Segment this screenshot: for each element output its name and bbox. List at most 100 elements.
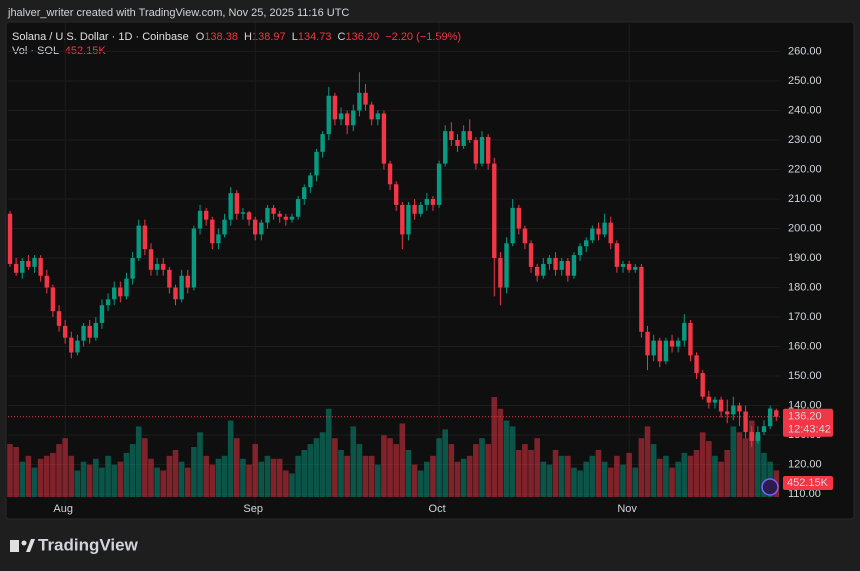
candle-body: [608, 222, 613, 244]
volume-bar: [215, 458, 222, 497]
volume-bar: [148, 458, 154, 497]
candle-body: [167, 269, 172, 288]
volume-bar: [135, 426, 142, 497]
price-tag: [783, 408, 833, 437]
candle-body: [338, 113, 344, 120]
volume-bar: [19, 461, 26, 497]
candle-body: [161, 263, 166, 270]
volume-bar: [276, 458, 283, 497]
candle-body: [344, 113, 350, 126]
candle-body: [320, 134, 325, 152]
candle-body: [234, 193, 240, 214]
candle-body: [479, 137, 485, 164]
volume-bar: [706, 441, 712, 497]
volume-bar: [656, 458, 663, 497]
volume-bar: [534, 438, 540, 497]
candle-body: [277, 213, 282, 217]
volume-bar: [546, 464, 553, 497]
candle-body: [461, 131, 466, 146]
x-tick-label: Aug: [53, 503, 73, 515]
volume-bar: [620, 464, 626, 497]
candle-body: [203, 210, 209, 220]
candle-body: [639, 266, 644, 332]
volume-bar: [240, 458, 246, 497]
candle-body: [363, 92, 368, 105]
volume-bar: [442, 429, 449, 497]
volume-bar: [509, 426, 516, 497]
volume-bar: [466, 455, 473, 497]
candle-body: [216, 234, 221, 244]
logo-mark: [26, 539, 35, 552]
volume-bar: [601, 461, 608, 497]
volume-bar: [644, 426, 651, 497]
volume-bar: [485, 444, 491, 497]
volume-bar: [301, 449, 308, 497]
candle-body: [50, 287, 56, 312]
candle-body: [626, 263, 632, 270]
volume-bar: [454, 461, 461, 497]
candle-body: [682, 322, 687, 341]
volume-bar: [515, 449, 522, 497]
candle-body: [93, 322, 99, 338]
volume-bar: [577, 470, 583, 497]
candle-body: [375, 113, 380, 120]
candle-body: [694, 355, 699, 374]
candle-body: [749, 432, 754, 441]
candle-body: [473, 140, 479, 164]
candle-body: [504, 243, 509, 288]
volume-bar: [381, 435, 387, 497]
candle-body: [737, 405, 742, 412]
candle-body: [44, 275, 49, 288]
candle-body: [559, 260, 564, 270]
candle-body: [492, 163, 497, 259]
candle-body: [485, 137, 491, 164]
y-tick-label: 180.00: [788, 281, 822, 293]
candle-body: [351, 110, 356, 126]
volume-bar: [31, 467, 38, 497]
candle-body: [69, 337, 74, 353]
volume-bar: [417, 470, 424, 497]
volume-bar: [74, 470, 81, 497]
volume-bar: [129, 444, 136, 497]
volume-bar: [172, 449, 179, 497]
y-tick-label: 160.00: [788, 340, 822, 352]
volume-bar: [558, 455, 565, 497]
volume-bar: [393, 444, 399, 497]
volume-bar: [142, 438, 148, 497]
volume-bar: [730, 426, 737, 497]
candle-body: [767, 408, 773, 427]
volume-value: 452.15K: [65, 45, 107, 57]
volume-bar: [203, 455, 209, 497]
candle-body: [528, 243, 534, 267]
volume-bar: [221, 455, 228, 497]
volume-bar: [7, 444, 13, 497]
candle-body: [743, 411, 748, 433]
candle-body: [651, 340, 656, 356]
candle-body: [718, 399, 724, 412]
volume-bar: [589, 455, 596, 497]
logo-mark: [21, 540, 27, 546]
volume-bar: [264, 455, 271, 497]
candle-body: [657, 340, 662, 362]
volume-bar: [160, 470, 167, 497]
volume-bar: [154, 467, 160, 497]
candle-body: [253, 219, 258, 235]
volume-bar: [356, 444, 363, 497]
logo-mark: [10, 540, 19, 552]
candle-body: [118, 287, 123, 297]
candle-body: [522, 228, 528, 244]
candle-body: [197, 210, 203, 229]
volume-bar: [607, 467, 614, 497]
volume-bar: [479, 438, 485, 497]
candle-body: [541, 263, 546, 276]
price-tag-label: 136.20: [788, 411, 822, 423]
y-tick-label: 110.00: [788, 488, 821, 500]
volume-bar: [307, 444, 314, 497]
candle-body: [259, 222, 264, 235]
volume-bar: [724, 449, 731, 497]
candle-body: [761, 426, 767, 433]
volume-bar: [669, 467, 675, 497]
volume-bar: [540, 461, 547, 497]
candle-body: [406, 204, 411, 235]
volume-bar: [473, 444, 479, 497]
